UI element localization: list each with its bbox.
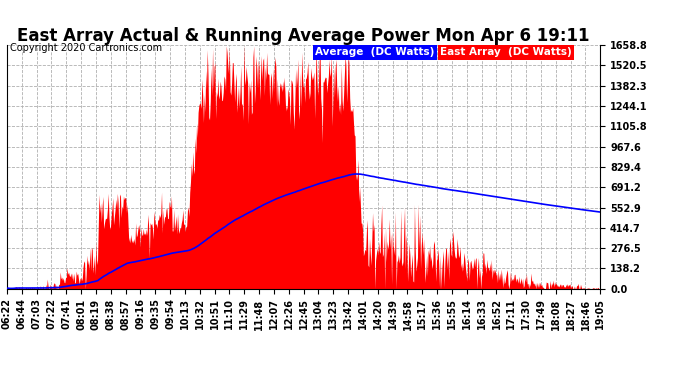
Text: Copyright 2020 Cartronics.com: Copyright 2020 Cartronics.com (10, 43, 162, 52)
Title: East Array Actual & Running Average Power Mon Apr 6 19:11: East Array Actual & Running Average Powe… (17, 27, 590, 45)
Text: Average  (DC Watts): Average (DC Watts) (315, 48, 435, 57)
Text: East Array  (DC Watts): East Array (DC Watts) (440, 48, 572, 57)
